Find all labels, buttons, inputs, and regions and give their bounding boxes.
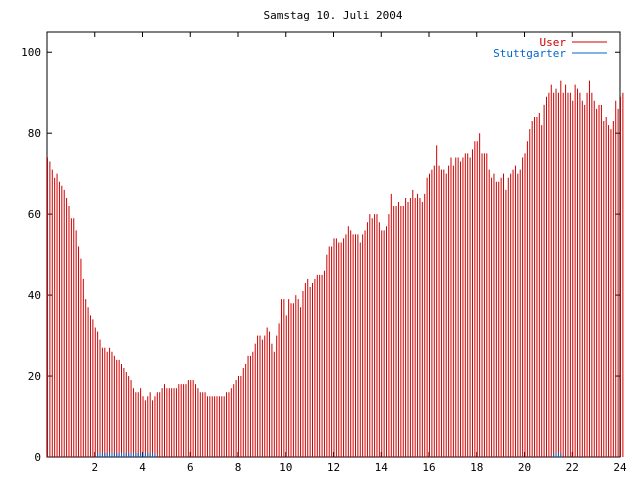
y-tick-label: 60 [28,208,41,221]
series-stuttgarter-bars [97,452,562,457]
x-tick-label: 4 [139,461,146,474]
chart-title: Samstag 10. Juli 2004 [263,9,402,22]
x-tick-label: 16 [422,461,435,474]
x-tick-label: 24 [613,461,627,474]
y-tick-label: 80 [28,127,41,140]
x-tick-label: 22 [566,461,579,474]
y-tick-label: 40 [28,289,41,302]
y-tick-label: 20 [28,370,41,383]
x-tick-label: 20 [518,461,531,474]
x-tick-label: 8 [235,461,242,474]
legend-label-stuttgarter: Stuttgarter [493,47,566,60]
x-tick-label: 2 [91,461,98,474]
y-tick-label: 0 [34,451,41,464]
x-tick-label: 14 [375,461,389,474]
y-tick-label: 100 [21,46,41,59]
series-user-bars [47,80,624,457]
x-tick-label: 10 [279,461,292,474]
x-tick-label: 18 [470,461,483,474]
x-tick-label: 12 [327,461,340,474]
y-axis: 0 20 40 60 80 100 [21,46,620,464]
x-axis: 2 4 6 8 10 12 14 16 18 20 22 24 [91,32,627,474]
x-tick-label: 6 [187,461,194,474]
legend-label-user: User [540,36,567,49]
legend: User Stuttgarter [493,36,607,60]
